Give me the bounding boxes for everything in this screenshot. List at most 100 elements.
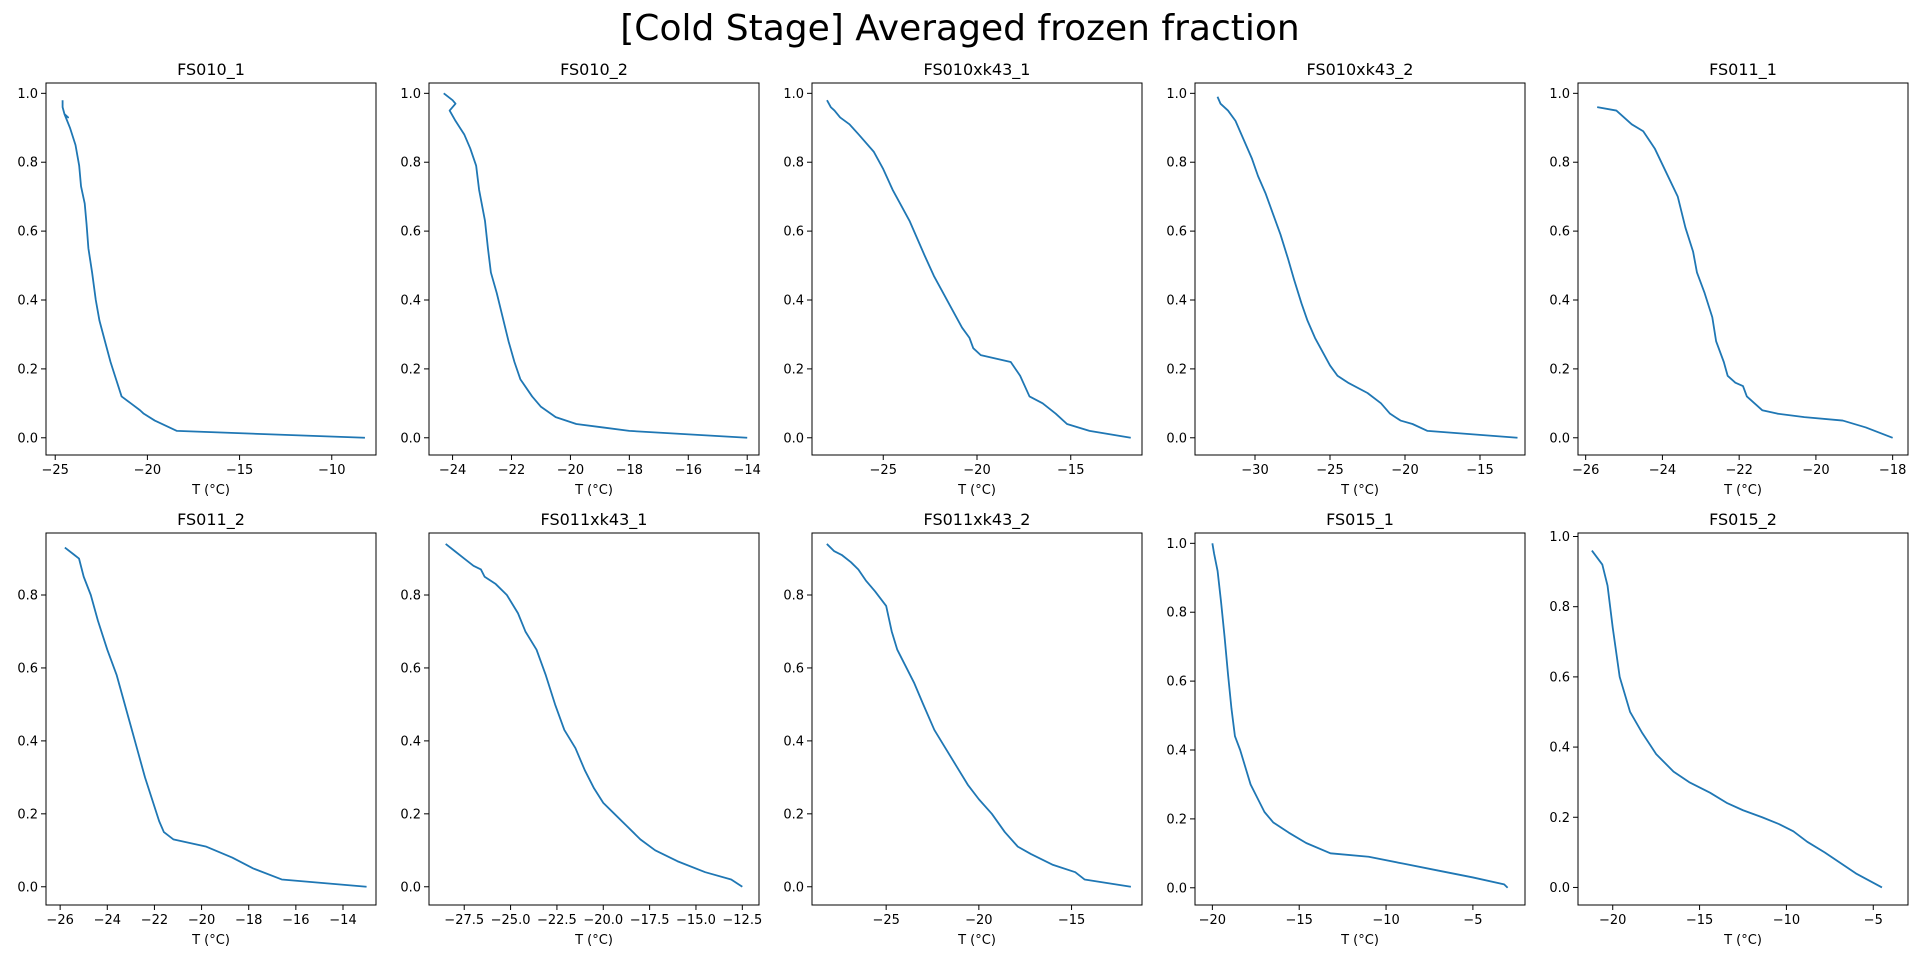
subplot-9: FS015_1 −20 −15 −10 −5 0.0 0.2 0.4 0.6 0.8 1.0 T (°… [1166,510,1526,948]
axes-frame [1577,82,1909,456]
y-tick-label: 0.2 [1166,362,1187,377]
y-tick-label: 0.6 [1166,225,1187,240]
y-tick-label: 0.8 [1549,600,1570,615]
y-tick-label: 0.8 [783,589,804,604]
y-tick-label: 1.0 [400,87,421,102]
y-tick-label: 0.6 [1549,225,1570,240]
y-tick-label: 0.0 [17,431,38,446]
x-tick-label: −18 [616,463,643,478]
subplot-5: FS011_1 −26 −24 −22 −20 −18 0.0 0.2 0.4 0.6 0.8 1.0… [1549,60,1909,498]
subplot-8: FS011xk43_2 −25 −20 −15 0.0 0.2 0.4 0.6 0.8 T (°C… [783,510,1143,948]
y-tick-label: 0.0 [783,431,804,446]
x-tick-label: −15 [1057,463,1084,478]
subplot-title: FS011xk43_1 [541,510,648,530]
y-tick-label: 0.4 [17,294,38,309]
y-tick-label: 0.2 [17,362,38,377]
x-tick-label: −5 [1864,913,1883,928]
x-axis-label: T (°C) [574,483,613,498]
y-tick-label: 0.2 [1166,812,1187,827]
x-tick-label: −10 [1773,913,1800,928]
x-tick-label: −12.5 [722,913,762,928]
x-axis-label: T (°C) [1340,483,1379,498]
frozen-fraction-line [445,543,743,888]
x-tick-label: −20 [1599,913,1626,928]
y-tick-label: 0.0 [17,880,38,895]
subplot-title: FS011_1 [1709,60,1777,80]
x-tick-label: −26 [1572,463,1599,478]
y-tick-label: 0.4 [783,734,804,749]
x-tick-label: −27.5 [444,913,484,928]
x-tick-label: −25.0 [491,913,531,928]
y-tick-label: 0.6 [1549,670,1570,685]
y-tick-label: 0.4 [783,294,804,309]
frozen-fraction-line [1597,106,1893,439]
y-tick-label: 0.4 [1549,741,1570,756]
y-tick-label: 0.2 [17,807,38,822]
x-tick-label: −26 [46,913,73,928]
x-tick-label: −20 [965,913,992,928]
subplot-3: FS010xk43_1 −25 −20 −15 0.0 0.2 0.4 0.6 0.8 1.0 T … [783,60,1143,498]
x-tick-label: −16 [675,463,702,478]
frozen-fraction-line [826,543,1132,888]
axes-frame [1577,532,1909,906]
axes-frame [811,82,1143,456]
x-tick-label: −17.5 [630,913,670,928]
x-axis-label: T (°C) [1723,483,1762,498]
x-axis-label: T (°C) [191,933,230,948]
subplot-title: FS010_2 [560,60,628,80]
axes-frame [45,82,377,456]
x-tick-label: −20 [134,463,161,478]
frozen-fraction-line [1216,96,1518,439]
subplot-title: FS015_1 [1326,510,1394,530]
y-tick-label: 1.0 [1549,530,1570,545]
y-tick-label: 0.4 [1549,294,1570,309]
y-tick-label: 0.4 [400,294,421,309]
y-tick-label: 0.4 [1166,744,1187,759]
x-tick-label: −20.0 [583,913,623,928]
subplot-6: FS011_2 −26 −24 −22 −20 −18 −16 −14 0.0 0.2 0.4 0.6… [17,510,377,948]
y-tick-label: 0.0 [1166,881,1187,896]
x-tick-label: −15 [1466,463,1493,478]
y-tick-label: 1.0 [1166,87,1187,102]
y-tick-label: 0.6 [783,225,804,240]
y-tick-label: 1.0 [1166,537,1187,552]
y-tick-label: 1.0 [17,87,38,102]
y-tick-label: 0.2 [400,362,421,377]
subplot-title: FS015_2 [1709,510,1777,530]
x-tick-label: −18 [235,913,262,928]
subplot-2: FS010_2 −24 −22 −20 −18 −16 −14 0.0 0.2 0.4 0.6 0.8… [400,60,761,498]
x-tick-label: −15 [1686,913,1713,928]
y-tick-label: 0.0 [1549,431,1570,446]
y-tick-label: 0.6 [400,225,421,240]
x-tick-label: −22.5 [537,913,577,928]
x-axis-label: T (°C) [957,483,996,498]
x-tick-label: −10 [318,463,345,478]
axes-frame [428,82,760,456]
frozen-fraction-line [1211,543,1509,889]
x-tick-label: −22 [141,913,168,928]
figure-title: [Cold Stage] Averaged frozen fraction [620,8,1300,49]
y-tick-label: 0.4 [1166,294,1187,309]
y-tick-label: 0.6 [1166,675,1187,690]
y-tick-label: 1.0 [1549,87,1570,102]
x-axis-label: T (°C) [1340,933,1379,948]
y-tick-label: 0.2 [1549,811,1570,826]
x-tick-label: −15 [1058,913,1085,928]
y-tick-label: 0.6 [400,661,421,676]
y-tick-label: 0.8 [783,156,804,171]
x-tick-label: −20 [1391,463,1418,478]
x-tick-label: −20 [963,463,990,478]
x-tick-label: −20 [557,463,584,478]
subplot-title: FS011xk43_2 [924,510,1031,530]
y-tick-label: 0.0 [400,880,421,895]
x-axis-label: T (°C) [574,933,613,948]
axes-frame [1194,532,1526,906]
y-tick-label: 0.8 [1166,156,1187,171]
y-tick-label: 1.0 [783,87,804,102]
x-tick-label: −10 [1372,913,1399,928]
x-tick-label: −15 [1285,913,1312,928]
x-tick-label: −25 [870,463,897,478]
y-tick-label: 0.0 [1166,431,1187,446]
y-tick-label: 0.8 [400,589,421,604]
